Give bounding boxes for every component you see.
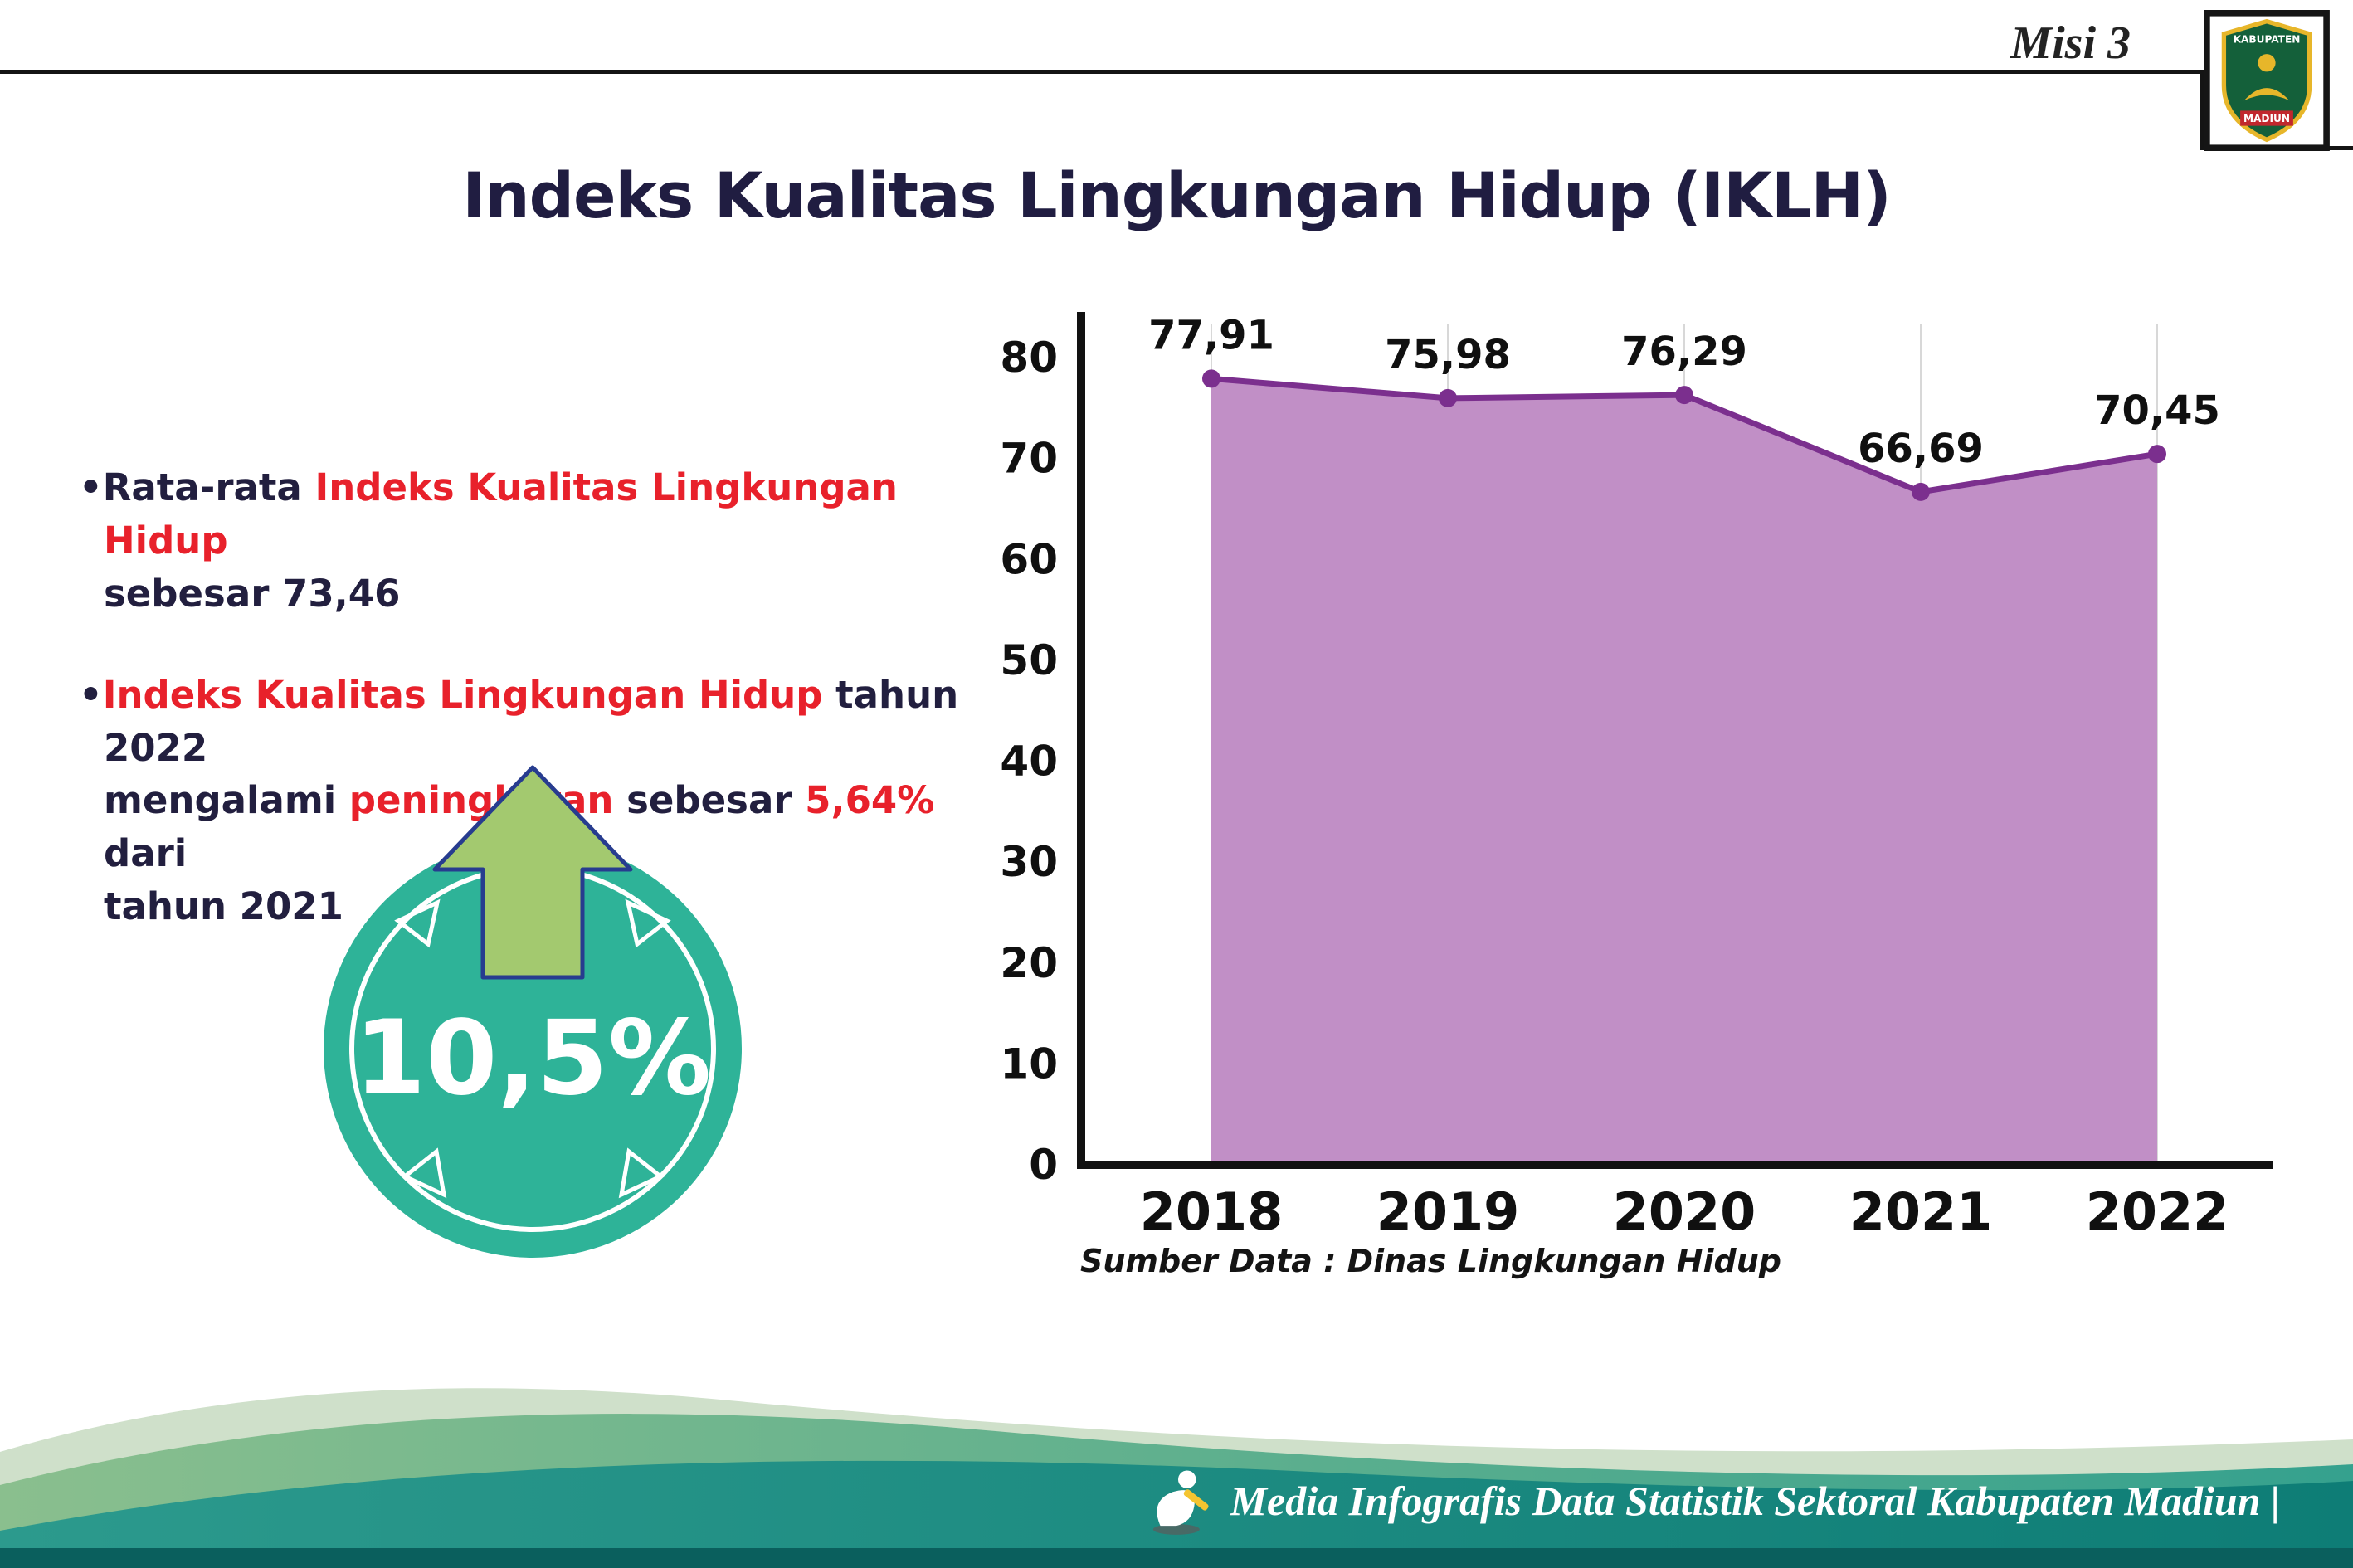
mascot-shadow	[1152, 1523, 1200, 1535]
badge-triangle-top-right	[625, 898, 671, 948]
data-point	[1202, 369, 1220, 388]
header-rule-step	[2200, 70, 2204, 150]
page-title: Indeks Kualitas Lingkungan Hidup (IKLH)	[462, 158, 1892, 232]
y-tick-label: 30	[1000, 838, 1058, 886]
footer-bottom-strip	[0, 1548, 2353, 1568]
bullet-dot: •	[79, 465, 103, 509]
logo-shield	[2221, 18, 2312, 143]
logo-rice-stalk	[2243, 88, 2290, 101]
badge-value: 10,5%	[354, 999, 711, 1118]
y-tick-label: 10	[1000, 1040, 1058, 1088]
x-tick-label: 2018	[1140, 1181, 1284, 1242]
badge-triangle-bottom-left	[401, 1147, 447, 1199]
x-axis	[1077, 1161, 2273, 1169]
increase-badge: 10,5%	[324, 765, 742, 1258]
mascot-writer-icon	[1152, 1470, 1209, 1535]
header-rule-extension	[2325, 146, 2353, 150]
data-label: 77,91	[1148, 312, 1274, 358]
bullet-increase-2022: •Indeks Kualitas Lingkungan Hidup tahun …	[79, 672, 959, 929]
y-tick-label: 40	[1000, 738, 1058, 786]
x-tick-label: 2020	[1613, 1181, 1756, 1242]
data-label: 76,29	[1621, 329, 1747, 375]
chart-source: Sumber Data : Dinas Lingkungan Hidup	[1080, 1243, 1781, 1279]
x-tick-label: 2019	[1376, 1181, 1520, 1242]
mascot-head	[1177, 1470, 1196, 1488]
x-tick-label: 2022	[2086, 1181, 2229, 1242]
logo-top-banner: KABUPATEN	[2234, 33, 2301, 45]
data-label: 75,98	[1385, 332, 1511, 378]
chart-area	[1211, 378, 2157, 1165]
kabupaten-madiun-logo: KABUPATEN MADIUN	[2204, 10, 2330, 151]
logo-banner	[2240, 110, 2293, 126]
badge-triangle-top-left	[394, 898, 441, 948]
y-tick-label: 0	[1029, 1141, 1058, 1189]
y-tick-label: 80	[1000, 334, 1058, 382]
up-arrow-icon	[432, 765, 633, 980]
data-point	[2148, 445, 2166, 464]
data-point	[1675, 386, 1693, 405]
logo-bottom-banner: MADIUN	[2243, 113, 2290, 124]
misi-label: Misi 3	[2010, 17, 2131, 69]
data-label: 70,45	[2094, 387, 2220, 434]
y-axis	[1077, 312, 1085, 1169]
y-tick-label: 20	[1000, 939, 1058, 987]
mascot-body	[1157, 1490, 1195, 1527]
data-label: 66,69	[1858, 426, 1984, 472]
badge-triangle-bottom-right	[618, 1147, 665, 1199]
bullet-dot: •	[79, 672, 103, 717]
footer-credit: Media Infografis Data Statistik Sektoral…	[1142, 1465, 2280, 1536]
y-tick-label: 60	[1000, 535, 1058, 583]
y-tick-label: 50	[1000, 636, 1058, 684]
bullet-average-iklh: •Rata-rata Indeks Kualitas Lingkungan Hi…	[79, 465, 898, 616]
mascot-pencil	[1183, 1489, 1209, 1511]
header-rule	[0, 70, 2204, 74]
x-tick-label: 2021	[1849, 1181, 1993, 1242]
data-point	[1439, 388, 1457, 407]
y-tick-label: 70	[1000, 435, 1058, 483]
footer-text: Media Infografis Data Statistik Sektoral…	[1230, 1478, 2280, 1524]
data-point	[1912, 482, 1930, 501]
iklh-area-chart: 77,91 75,98 76,29 66,69 70,45 0 10 20 30 40 50 60 70…	[1000, 312, 2273, 1242]
key-points: •Rata-rata Indeks Kualitas Lingkungan Hi…	[79, 461, 1016, 981]
logo-star	[2258, 54, 2276, 72]
